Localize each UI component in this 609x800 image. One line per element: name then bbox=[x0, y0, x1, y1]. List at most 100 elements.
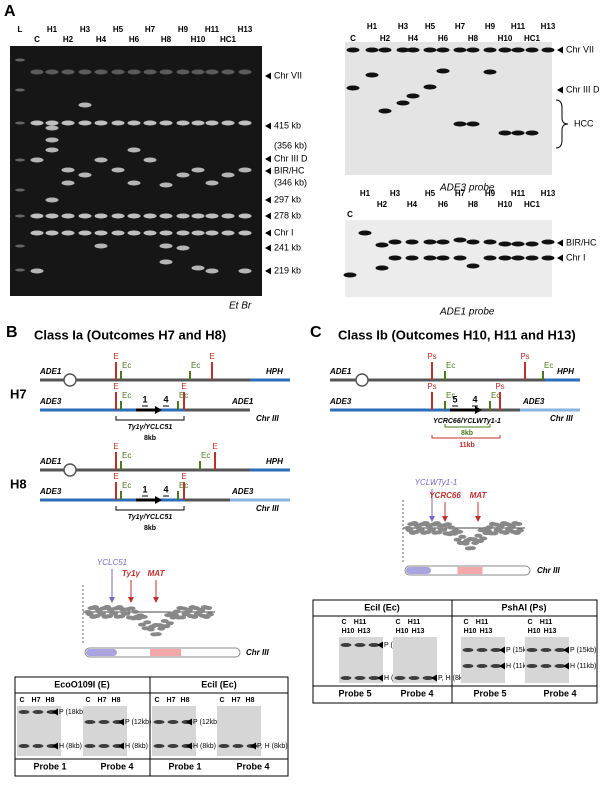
data-point bbox=[143, 620, 152, 625]
band bbox=[466, 239, 480, 245]
band bbox=[453, 237, 467, 243]
band bbox=[176, 172, 190, 178]
band bbox=[205, 213, 219, 219]
site-label: Ps bbox=[427, 352, 436, 361]
arrowhead bbox=[265, 155, 271, 163]
band bbox=[191, 265, 205, 271]
lane-label: C bbox=[34, 35, 40, 44]
chromosome-label: Chr III bbox=[246, 648, 269, 657]
lane-label: H3 bbox=[80, 25, 91, 34]
gene-label: HPH bbox=[266, 367, 283, 376]
arrowhead bbox=[563, 662, 569, 670]
band bbox=[78, 230, 92, 236]
gene-label: ADE3 bbox=[39, 397, 62, 406]
band bbox=[540, 648, 552, 652]
band bbox=[368, 676, 380, 680]
band bbox=[111, 230, 125, 236]
band bbox=[127, 180, 141, 186]
lane-label: C bbox=[19, 697, 24, 704]
outcome-label: H8 bbox=[10, 476, 27, 491]
chromosome-region bbox=[150, 649, 182, 656]
band bbox=[191, 69, 205, 75]
arrowhead bbox=[265, 267, 271, 275]
table-header: EcoO109I (E) bbox=[54, 679, 110, 689]
centromere bbox=[355, 373, 369, 387]
band bbox=[94, 157, 108, 163]
arrowhead bbox=[265, 229, 271, 237]
arrowhead bbox=[52, 708, 58, 716]
band bbox=[45, 230, 59, 236]
lane-label: H13 bbox=[412, 628, 425, 635]
band bbox=[15, 88, 25, 92]
band bbox=[176, 120, 190, 126]
band bbox=[30, 268, 44, 274]
band bbox=[15, 188, 25, 192]
band bbox=[205, 230, 219, 236]
band bbox=[94, 230, 108, 236]
band bbox=[205, 69, 219, 75]
band bbox=[32, 744, 44, 748]
data-point bbox=[153, 632, 162, 637]
arrowhead bbox=[186, 718, 192, 726]
band bbox=[238, 167, 252, 173]
band bbox=[511, 255, 525, 261]
lane-label: H2 bbox=[380, 34, 391, 43]
band bbox=[127, 120, 141, 126]
blot-image bbox=[83, 706, 127, 756]
band bbox=[406, 93, 420, 99]
band-label: H (11kb) bbox=[570, 663, 596, 670]
data-point bbox=[178, 615, 187, 620]
band bbox=[394, 676, 406, 680]
size-label: 8kb bbox=[144, 435, 156, 442]
band bbox=[483, 255, 497, 261]
band bbox=[218, 744, 230, 748]
chromosome-label: Chr III bbox=[256, 504, 279, 513]
lane-label: H2 bbox=[377, 200, 388, 209]
band bbox=[238, 213, 252, 219]
probe-label: 1 bbox=[142, 394, 147, 404]
gene-label: HPH bbox=[266, 457, 283, 466]
band bbox=[378, 108, 392, 114]
band bbox=[238, 120, 252, 126]
band bbox=[541, 255, 555, 261]
lane-label: H8 bbox=[161, 35, 172, 44]
band bbox=[61, 167, 75, 173]
probe-name: Probe 5 bbox=[473, 688, 506, 698]
lane-label: HC1 bbox=[524, 200, 541, 209]
band bbox=[205, 268, 219, 274]
arrowhead bbox=[118, 742, 124, 750]
band bbox=[45, 213, 59, 219]
lane-label: H8 bbox=[246, 697, 255, 704]
locus-label: YCLC51 bbox=[97, 558, 127, 567]
lane-label: H11 bbox=[408, 619, 421, 626]
band bbox=[462, 664, 474, 668]
data-point bbox=[516, 528, 524, 533]
band bbox=[422, 676, 434, 680]
band bbox=[15, 244, 25, 248]
lane-label: H10 bbox=[498, 34, 513, 43]
marker-label: 219 kb bbox=[274, 265, 301, 275]
band bbox=[396, 47, 410, 53]
band bbox=[15, 214, 25, 218]
lane-label: C bbox=[347, 210, 353, 219]
data-point bbox=[127, 606, 136, 611]
arrowhead bbox=[475, 516, 481, 522]
band bbox=[466, 121, 480, 127]
band bbox=[176, 213, 190, 219]
band bbox=[143, 230, 157, 236]
outcome-label: H7 bbox=[10, 386, 27, 401]
locus-label: MAT bbox=[148, 569, 166, 578]
locus-label: Ty1γ bbox=[122, 569, 140, 578]
blot-image bbox=[461, 637, 505, 683]
band bbox=[98, 720, 110, 724]
data-point bbox=[490, 531, 499, 536]
gene-label: ADE1 bbox=[39, 457, 62, 466]
site-label: Ec bbox=[491, 391, 500, 400]
arrowhead bbox=[265, 72, 271, 80]
probe-label: 4 bbox=[163, 484, 168, 494]
band bbox=[436, 239, 450, 245]
data-point bbox=[444, 522, 452, 527]
centromere bbox=[63, 373, 77, 387]
